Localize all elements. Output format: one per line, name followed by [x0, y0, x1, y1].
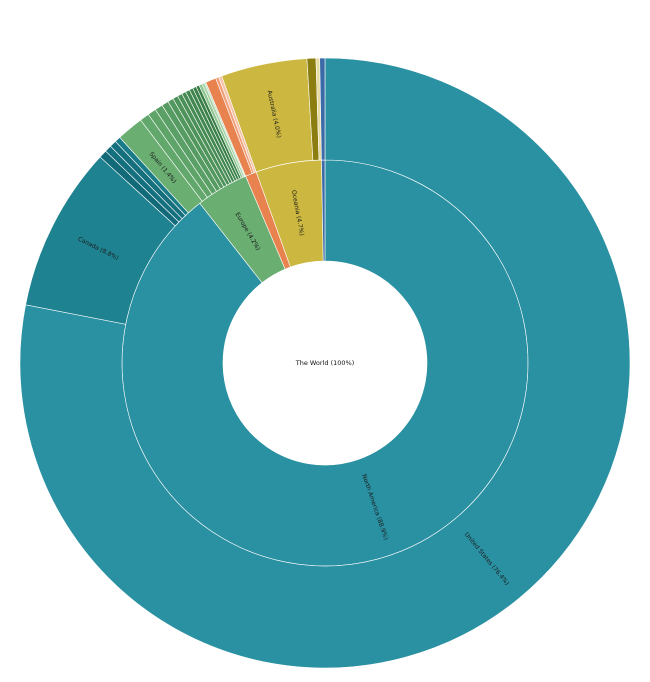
center-label: The World (100%)	[295, 359, 355, 367]
outer-ring-segment-usa[interactable]	[19, 57, 631, 669]
segments-layer	[19, 57, 631, 669]
center-circle[interactable]	[223, 261, 427, 465]
outer-ring-segment-other-outer[interactable]	[319, 57, 326, 161]
